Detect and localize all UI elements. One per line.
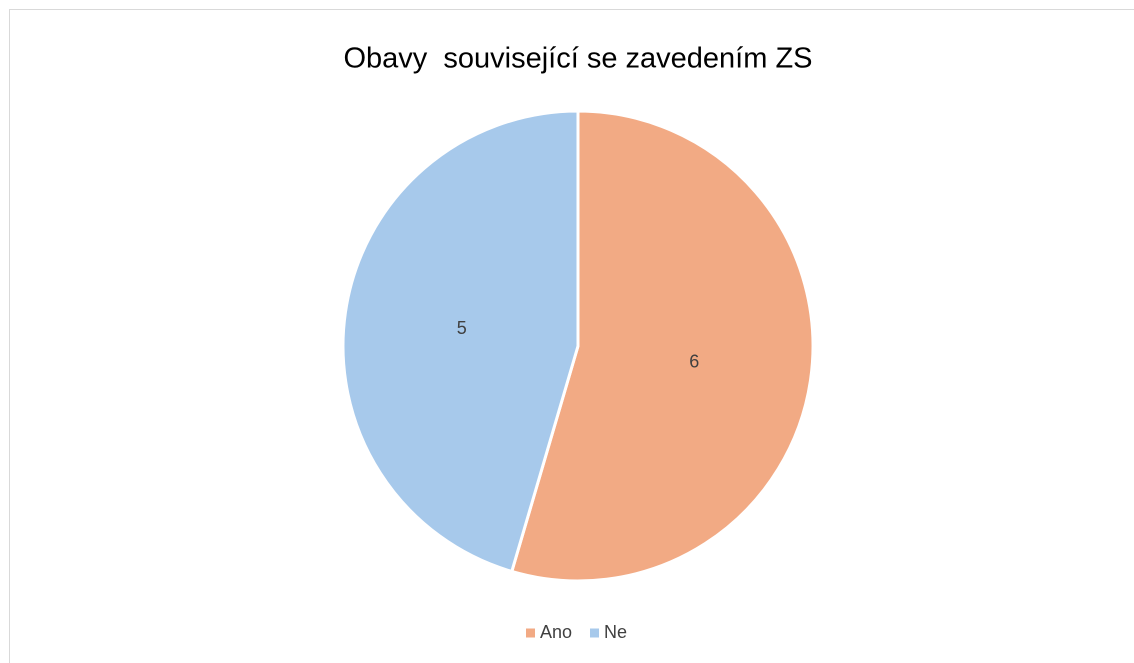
data-label: 5 [457,318,467,338]
chart-title: Obavy související se zavedením ZS [343,43,812,75]
legend-label: Ano [540,622,572,642]
pie-slice [509,109,815,583]
legend-label: Ne [604,622,627,642]
legend-swatch [590,628,599,638]
legend-swatch [526,628,535,638]
pie-slice [341,109,580,574]
data-label: 6 [689,351,699,371]
